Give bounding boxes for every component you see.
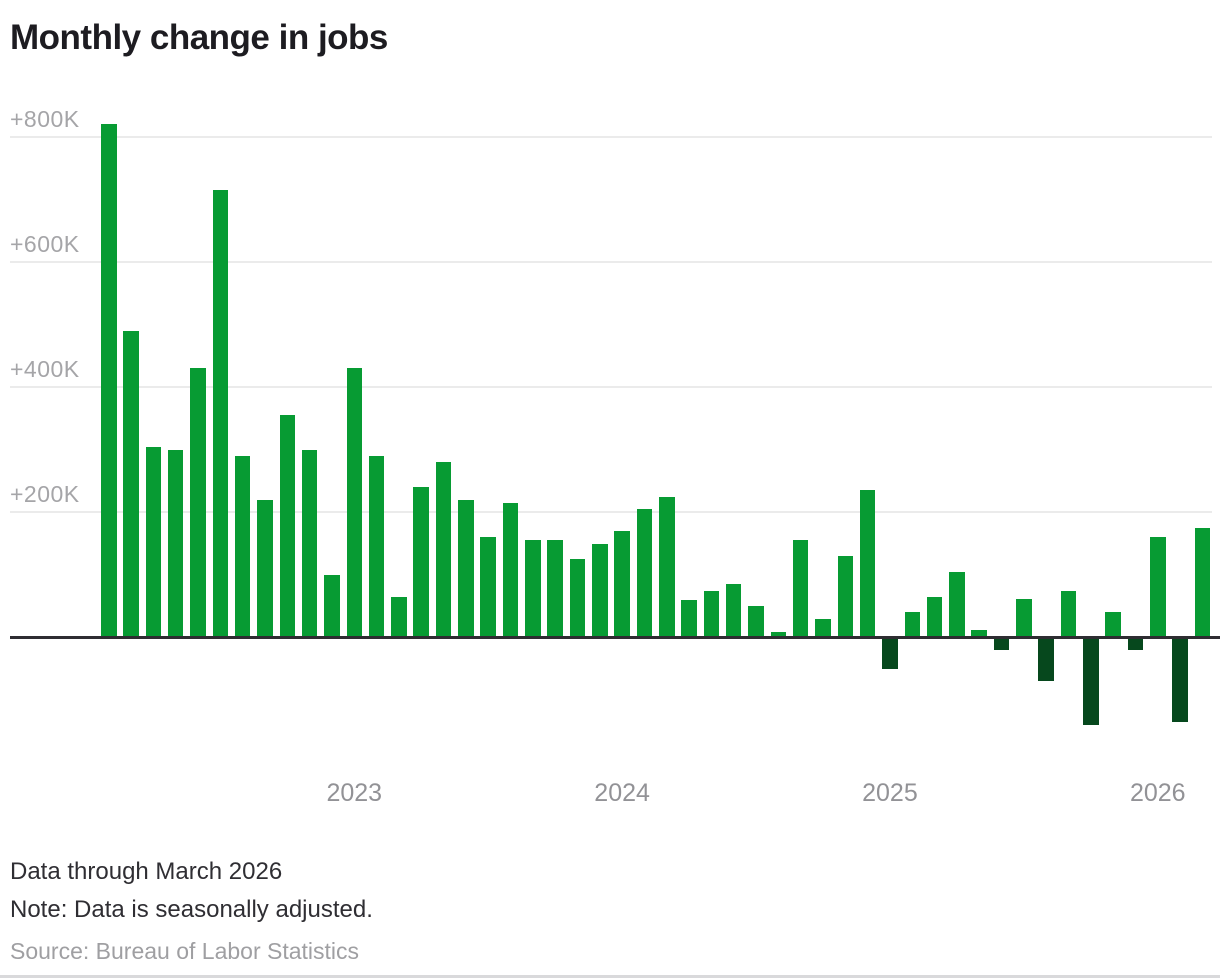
bar-jun-2022[interactable]	[190, 368, 206, 638]
bar-nov-2025[interactable]	[1105, 612, 1121, 638]
x-axis-year-label: 2023	[326, 779, 383, 807]
bar-aug-2024[interactable]	[770, 632, 787, 638]
y-axis-tick-label: +400K	[10, 356, 80, 383]
data-through-note: Data through March 2026	[10, 858, 283, 885]
y-axis-tick-label: +200K	[10, 481, 80, 508]
bar-feb-2025[interactable]	[904, 612, 921, 638]
bar-jun-2025[interactable]	[993, 637, 1010, 651]
bar-aug-2025[interactable]	[1038, 637, 1054, 682]
source-note: Source: Bureau of Labor Statistics	[10, 938, 360, 964]
bar-aug-2023[interactable]	[502, 502, 519, 638]
x-axis-year-label: 2026	[1129, 779, 1186, 807]
bar-jan-2024[interactable]	[614, 531, 630, 638]
bar-oct-2022[interactable]	[279, 415, 296, 638]
bar-dec-2025[interactable]	[1127, 637, 1144, 651]
bar-apr-2025[interactable]	[949, 571, 965, 638]
bar-feb-2022[interactable]	[101, 124, 117, 638]
bar-dec-2022[interactable]	[324, 574, 340, 638]
bar-sep-2024[interactable]	[792, 540, 809, 638]
bar-jan-2026[interactable]	[1150, 537, 1166, 638]
bar-dec-2023[interactable]	[592, 543, 608, 638]
bar-mar-2024[interactable]	[659, 496, 675, 638]
zero-baseline	[10, 636, 1220, 639]
bar-jul-2023[interactable]	[480, 537, 496, 638]
bar-sep-2023[interactable]	[525, 540, 541, 638]
chart-title: Monthly change in jobs	[10, 18, 388, 57]
bar-mar-2022[interactable]	[123, 330, 139, 638]
y-axis-tick-label: +600K	[10, 230, 80, 257]
x-axis-year-label: 2024	[594, 779, 650, 807]
gridline-+200K	[10, 511, 1212, 514]
plot-area: +800K +600K +400K +200K 2023 2024 2025 2026	[10, 105, 1220, 807]
bar-jan-2023[interactable]	[346, 368, 363, 638]
gridline-+400K	[10, 386, 1212, 389]
bar-mar-2023[interactable]	[391, 596, 407, 638]
bar-nov-2022[interactable]	[301, 449, 318, 638]
bar-aug-2022[interactable]	[234, 455, 251, 638]
bar-mar-2026[interactable]	[1194, 527, 1211, 638]
bar-dec-2024[interactable]	[859, 490, 876, 638]
bar-may-2022[interactable]	[167, 449, 184, 638]
bar-oct-2024[interactable]	[815, 618, 831, 638]
bar-jan-2025[interactable]	[882, 637, 898, 669]
bar-jul-2022[interactable]	[212, 189, 229, 638]
seasonal-adjustment-note: Note: Data is seasonally adjusted.	[10, 896, 373, 923]
bar-jun-2023[interactable]	[458, 499, 474, 638]
bar-jul-2025[interactable]	[1016, 598, 1032, 638]
bar-jul-2024[interactable]	[748, 606, 764, 638]
bottom-divider	[0, 975, 1220, 978]
bar-oct-2025[interactable]	[1083, 637, 1099, 726]
bar-may-2023[interactable]	[435, 462, 452, 638]
y-axis-tick-label: +800K	[10, 105, 80, 132]
bar-feb-2024[interactable]	[636, 509, 653, 638]
gridline-+600K	[10, 260, 1212, 263]
bar-oct-2023[interactable]	[547, 540, 563, 638]
bar-apr-2022[interactable]	[145, 446, 162, 638]
bar-nov-2023[interactable]	[569, 559, 586, 638]
bar-nov-2024[interactable]	[837, 556, 854, 638]
bar-may-2024[interactable]	[703, 590, 720, 638]
bar-apr-2023[interactable]	[413, 487, 429, 638]
bar-mar-2025[interactable]	[926, 596, 943, 638]
bar-feb-2026[interactable]	[1172, 637, 1188, 722]
bar-feb-2023[interactable]	[368, 455, 385, 638]
bar-jun-2024[interactable]	[725, 584, 742, 638]
bar-may-2025[interactable]	[971, 629, 987, 638]
bar-sep-2022[interactable]	[257, 499, 273, 638]
gridline-+800K	[10, 135, 1212, 138]
x-axis-year-label: 2025	[862, 779, 918, 807]
bar-sep-2025[interactable]	[1060, 590, 1077, 638]
bar-apr-2024[interactable]	[681, 599, 697, 638]
